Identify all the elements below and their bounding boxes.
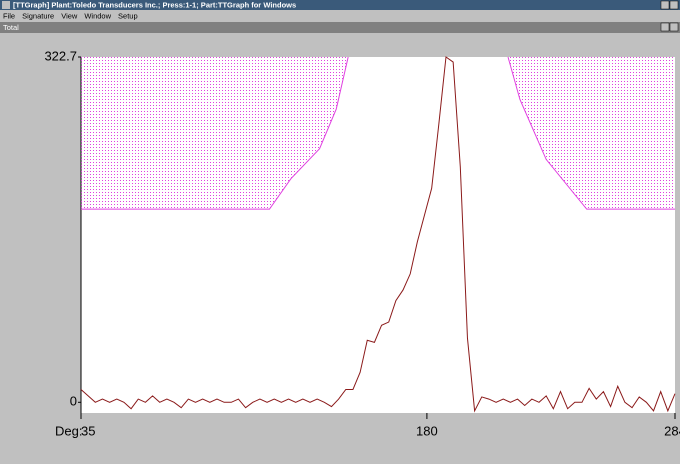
x-tick-label: 35 — [81, 423, 95, 438]
menu-item[interactable]: Setup — [118, 11, 138, 20]
y-tick-label: 0 — [70, 394, 77, 409]
child-minimize[interactable] — [660, 22, 670, 32]
minimize-button[interactable] — [660, 0, 670, 10]
x-tick-label: 180 — [416, 423, 438, 438]
window-title: [TTGraph] Plant:Toledo Transducers Inc.;… — [13, 0, 296, 9]
title-bar — [0, 0, 680, 10]
chart: 0 322.7 35 180 284 — [44, 48, 680, 438]
app-icon[interactable] — [2, 1, 10, 9]
menu-item[interactable]: Window — [84, 11, 111, 20]
limit-region — [508, 57, 675, 210]
menu-item[interactable]: File — [3, 11, 15, 20]
x-axis-label: Deg: — [55, 423, 82, 438]
menu-item[interactable]: View — [61, 11, 78, 20]
restore-button[interactable] — [669, 0, 679, 10]
limit-line — [81, 56, 675, 210]
menu-item[interactable]: Signature — [22, 11, 54, 20]
limit-region — [81, 57, 349, 210]
menu-items: File Signature View Window Setup — [3, 11, 138, 20]
child-restore[interactable] — [669, 22, 679, 32]
x-tick-label: 284 — [664, 423, 680, 438]
child-title-bar — [0, 22, 680, 33]
y-tick-label: 322.7 — [44, 48, 77, 63]
signal-line — [80, 56, 676, 413]
menu-bar — [0, 10, 680, 22]
child-title: Total — [3, 23, 19, 32]
